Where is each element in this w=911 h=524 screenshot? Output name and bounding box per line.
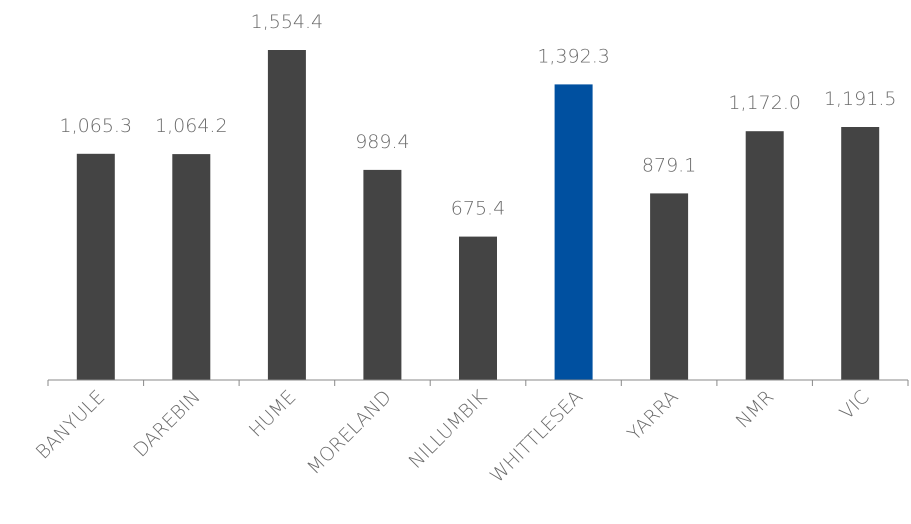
- value-label-banyule: 1,065.3: [60, 115, 133, 137]
- value-label-whittlesea: 1,392.3: [537, 45, 610, 67]
- tick-label-yarra: YARRA: [623, 386, 682, 445]
- tick-label-hume: HUME: [245, 386, 301, 442]
- x-tick-labels: BANYULE DAREBIN HUME MORELAND NILLUMBIKWHITT…: [32, 386, 874, 488]
- value-label-hume: 1,554.4: [251, 11, 324, 33]
- bars-layer: [76, 50, 880, 381]
- x-axis: [47, 379, 909, 386]
- bar-darebin: [172, 154, 211, 380]
- bar-yarra: [650, 193, 689, 380]
- tick-label-whittlesea: WHITTLESEA: [486, 386, 587, 487]
- bar-moreland: [363, 169, 402, 380]
- value-label-darebin: 1,064.2: [155, 115, 228, 137]
- bar-nmr: [745, 131, 784, 380]
- value-label-yarra: 879.1: [642, 154, 696, 176]
- value-label-nmr: 1,172.0: [728, 92, 801, 114]
- tick-label-nmr: NMR: [732, 386, 779, 433]
- bar-banyule: [76, 153, 115, 380]
- value-label-nillumbik: 675.4: [451, 198, 505, 220]
- bar-vic: [841, 127, 880, 380]
- bar-nillumbik: [459, 236, 497, 380]
- value-label-moreland: 989.4: [355, 131, 409, 153]
- tick-label-darebin: DAREBIN: [129, 386, 204, 461]
- bar-whittlesea: [554, 84, 593, 381]
- tick-label-moreland: MORELAND: [303, 386, 396, 479]
- tick-label-banyule: BANYULE: [32, 386, 110, 464]
- value-labels-layer: 1,065.3 1,064.2 1,554.4 989.4 675.4 1,392.3 87…: [60, 11, 897, 220]
- value-label-vic: 1,191.5: [824, 88, 897, 110]
- tick-label-nillumbik: NILLUMBIK: [405, 386, 492, 473]
- bar-hume: [267, 50, 306, 380]
- tick-label-vic: VIC: [836, 386, 874, 424]
